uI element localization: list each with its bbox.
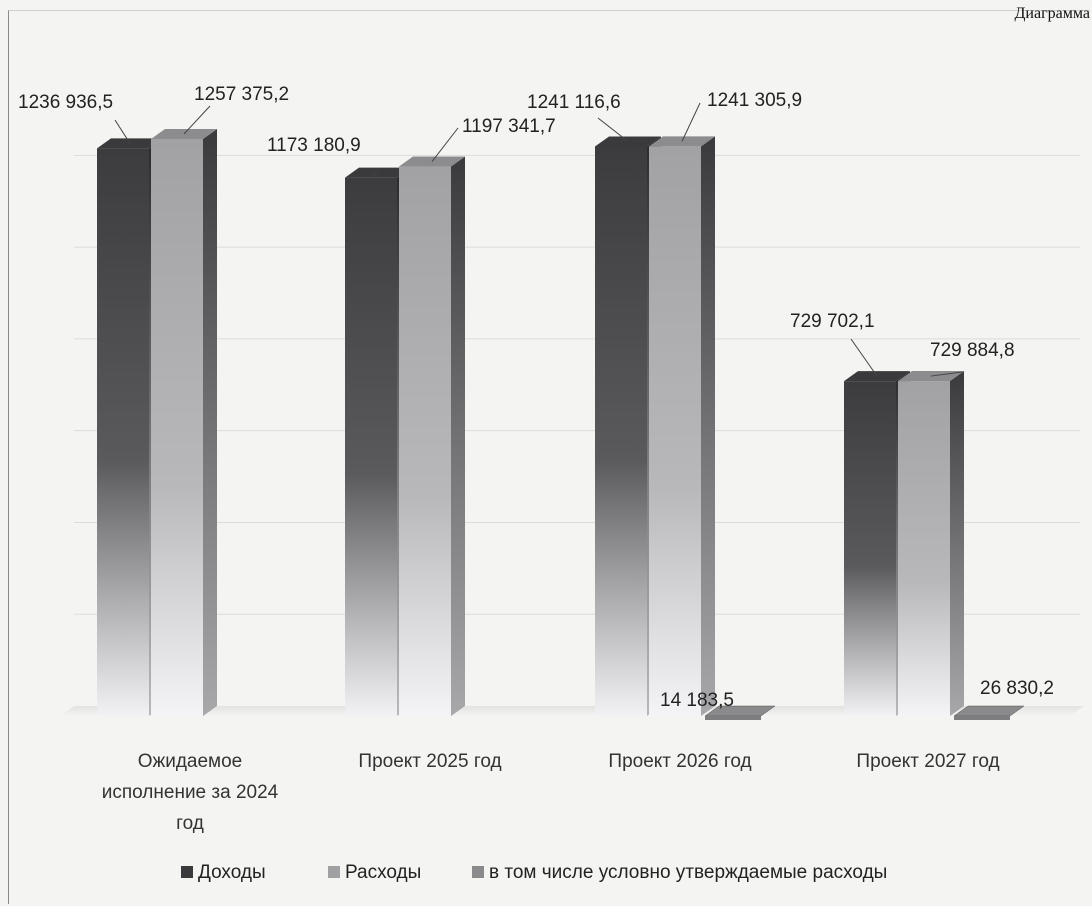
bar-front — [954, 716, 1010, 720]
bar-front — [898, 381, 950, 716]
legend: Доходы Расходы в том числе условно утвержд… — [181, 862, 887, 883]
category-labels: Ожидаемое исполнение за 2024 год Проект 202… — [102, 751, 1000, 834]
legend-label: в том числе условно утверждаемые расходы — [489, 862, 887, 883]
bar-front — [345, 177, 397, 717]
data-label: 729 702,1 — [790, 311, 875, 332]
bar-front — [399, 166, 451, 716]
legend-label: Доходы — [198, 862, 266, 883]
gridlines — [60, 154, 1084, 716]
leader-line — [850, 338, 878, 377]
bar-1-0 — [151, 129, 217, 716]
category-label: Проект 2026 год — [608, 751, 751, 772]
bar-front — [844, 381, 896, 716]
bar-side — [701, 136, 715, 716]
bar-side — [950, 371, 964, 716]
legend-swatch — [472, 866, 484, 878]
data-label: 729 884,8 — [930, 340, 1015, 361]
data-label: 1173 180,9 — [267, 135, 361, 156]
leader-line — [681, 102, 701, 142]
leader-line — [930, 371, 963, 377]
bar-2-2 — [704, 705, 776, 720]
bar-front — [97, 148, 149, 717]
bars — [97, 129, 1025, 720]
chart-floor — [60, 706, 1084, 716]
bar-side — [203, 129, 217, 716]
bar-1-1 — [399, 156, 465, 716]
category-label: Проект 2025 год — [358, 751, 501, 772]
bar-1-2 — [649, 136, 715, 716]
legend-item-0: Доходы — [181, 862, 266, 883]
legend-swatch — [181, 866, 193, 878]
leader-line — [371, 172, 379, 176]
corner-label: Диаграмма — [1014, 5, 1090, 22]
bar-1-3 — [898, 371, 964, 716]
leader-line — [431, 127, 459, 162]
legend-swatch — [328, 866, 340, 878]
legend-label: Расходы — [345, 862, 421, 883]
legend-item-1: Расходы — [328, 862, 421, 883]
legend-item-2: в том числе условно утверждаемые расходы — [472, 862, 887, 883]
bar-front — [705, 716, 761, 720]
category-label: Проект 2027 год — [856, 751, 999, 772]
bar-front — [151, 139, 203, 716]
data-label: 1241 116,6 — [527, 92, 621, 113]
bar-side — [451, 156, 465, 716]
leader-line — [114, 119, 131, 144]
chart-frame: Диаграмма — [8, 5, 1090, 904]
bar-2-3 — [953, 705, 1025, 720]
data-label: 1257 375,2 — [194, 84, 289, 105]
bar-front — [595, 146, 647, 717]
category-label: Ожидаемое исполнение за 2024 год — [102, 751, 279, 834]
data-label: 1241 305,9 — [707, 90, 802, 111]
data-labels: 1236 936,5 1173 180,9 1241 116,6 729 702,1 1… — [18, 84, 1054, 711]
data-label: 14 183,5 — [660, 690, 734, 711]
bar-front — [649, 146, 701, 716]
leader-line — [597, 117, 629, 142]
data-label: 1236 936,5 — [18, 92, 113, 113]
data-label: 26 830,2 — [980, 678, 1054, 699]
data-label: 1197 341,7 — [462, 116, 556, 137]
leader-line — [183, 105, 211, 135]
